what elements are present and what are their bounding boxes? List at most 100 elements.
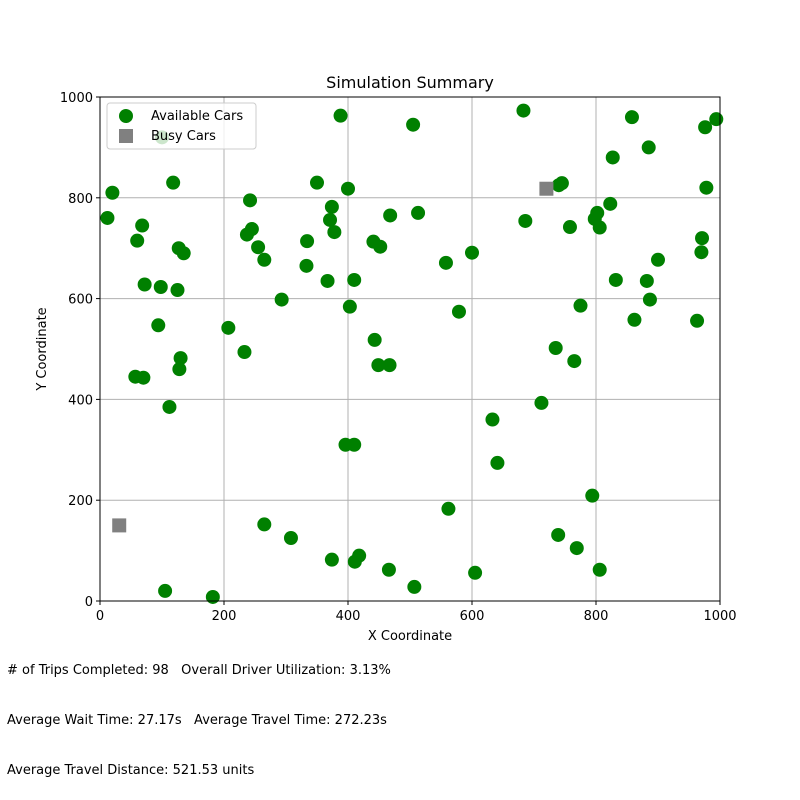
legend-label-busy-cars: Busy Cars bbox=[151, 129, 216, 144]
data-point-available-cars bbox=[162, 399, 177, 414]
data-point-busy-cars bbox=[539, 181, 554, 196]
data-point-available-cars bbox=[130, 233, 145, 248]
data-point-available-cars bbox=[562, 220, 577, 235]
data-point-busy-cars bbox=[112, 518, 127, 533]
data-point-available-cars bbox=[567, 354, 582, 369]
x-axis-label: X Coordinate bbox=[368, 629, 452, 644]
data-point-available-cars bbox=[221, 320, 236, 335]
data-point-available-cars bbox=[327, 225, 342, 240]
x-tick-label: 200 bbox=[212, 609, 237, 624]
data-point-available-cars bbox=[257, 252, 272, 267]
data-point-available-cars bbox=[603, 196, 618, 211]
data-point-available-cars bbox=[347, 554, 362, 569]
data-point-available-cars bbox=[170, 283, 185, 298]
legend-marker-available-cars bbox=[119, 109, 133, 123]
x-tick-label: 600 bbox=[460, 609, 485, 624]
data-point-available-cars bbox=[551, 178, 566, 193]
y-tick-label: 0 bbox=[85, 595, 93, 610]
legend-box bbox=[106, 102, 257, 150]
data-point-available-cars bbox=[590, 205, 605, 220]
data-point-available-cars bbox=[205, 589, 220, 604]
data-point-available-cars bbox=[639, 273, 654, 288]
data-point-available-cars bbox=[347, 437, 362, 452]
data-point-available-cars bbox=[166, 175, 181, 190]
data-point-available-cars bbox=[407, 579, 422, 594]
data-point-available-cars bbox=[324, 199, 339, 214]
data-point-available-cars bbox=[251, 240, 266, 255]
x-tick-label: 0 bbox=[96, 609, 104, 624]
y-tick-label: 800 bbox=[68, 192, 93, 207]
y-tick-label: 1000 bbox=[60, 91, 93, 106]
data-point-available-cars bbox=[694, 245, 709, 260]
data-point-available-cars bbox=[342, 299, 357, 314]
data-point-available-cars bbox=[411, 205, 426, 220]
data-point-available-cars bbox=[468, 565, 483, 580]
data-point-available-cars bbox=[441, 501, 456, 516]
data-point-available-cars bbox=[709, 112, 724, 127]
data-point-available-cars bbox=[438, 255, 453, 270]
y-tick-label: 400 bbox=[68, 393, 93, 408]
data-point-available-cars bbox=[172, 362, 187, 377]
data-point-available-cars bbox=[274, 292, 289, 307]
data-point-available-cars bbox=[592, 562, 607, 577]
data-point-available-cars bbox=[382, 358, 397, 373]
data-point-available-cars bbox=[516, 103, 531, 118]
y-tick-label: 600 bbox=[68, 293, 93, 308]
data-point-available-cars bbox=[699, 180, 714, 195]
legend-label-available-cars: Available Cars bbox=[151, 109, 243, 124]
data-point-available-cars bbox=[105, 185, 120, 200]
data-point-available-cars bbox=[243, 193, 258, 208]
data-point-available-cars bbox=[641, 140, 656, 155]
data-point-available-cars bbox=[299, 258, 314, 273]
data-point-available-cars bbox=[690, 313, 705, 328]
data-point-available-cars bbox=[283, 531, 298, 545]
stats-travel-distance: Average Travel Distance: 521.53 units bbox=[7, 763, 255, 778]
data-point-available-cars bbox=[592, 220, 607, 235]
data-point-available-cars bbox=[347, 272, 362, 287]
data-point-available-cars bbox=[642, 292, 657, 307]
data-point-available-cars bbox=[257, 517, 272, 532]
data-point-available-cars bbox=[608, 272, 623, 287]
data-point-available-cars bbox=[383, 208, 398, 223]
data-point-available-cars bbox=[320, 273, 335, 288]
data-point-available-cars bbox=[548, 340, 563, 355]
data-point-available-cars bbox=[136, 370, 151, 385]
data-point-available-cars bbox=[381, 562, 396, 577]
data-point-available-cars bbox=[551, 527, 566, 542]
data-point-available-cars bbox=[695, 231, 710, 246]
data-point-available-cars bbox=[373, 239, 388, 254]
stats-trips-utilization: # of Trips Completed: 98 Overall Driver … bbox=[7, 663, 391, 678]
data-point-available-cars bbox=[573, 298, 588, 313]
data-point-available-cars bbox=[173, 351, 188, 366]
plot-frame bbox=[99, 96, 721, 602]
data-point-available-cars bbox=[323, 212, 338, 227]
data-point-available-cars bbox=[485, 412, 500, 427]
data-point-available-cars bbox=[137, 277, 152, 292]
x-tick-label: 400 bbox=[336, 609, 361, 624]
data-point-available-cars bbox=[341, 181, 355, 196]
y-tick-label: 200 bbox=[68, 494, 93, 509]
x-tick-label: 800 bbox=[584, 609, 609, 624]
data-point-available-cars bbox=[698, 120, 713, 135]
data-point-available-cars bbox=[151, 318, 166, 333]
chart-title: Simulation Summary bbox=[326, 73, 494, 92]
x-tick-label: 1000 bbox=[703, 609, 736, 624]
data-point-available-cars bbox=[310, 175, 324, 190]
data-point-available-cars bbox=[518, 213, 533, 228]
data-point-available-cars bbox=[324, 552, 339, 567]
data-point-available-cars bbox=[239, 227, 254, 242]
legend-marker-busy-cars bbox=[119, 129, 133, 143]
data-point-available-cars bbox=[465, 245, 479, 260]
data-point-available-cars bbox=[605, 150, 620, 165]
data-point-available-cars bbox=[237, 345, 252, 360]
data-point-available-cars bbox=[569, 541, 584, 556]
data-point-available-cars bbox=[100, 210, 115, 225]
axis-ticks: 0 200 400 600 800 1000 0 200 400 600 800 1000 bbox=[60, 91, 737, 624]
data-point-available-cars bbox=[176, 246, 191, 261]
data-point-available-cars bbox=[158, 583, 173, 598]
data-point-available-cars bbox=[651, 252, 665, 267]
data-point-available-cars bbox=[490, 455, 505, 470]
data-point-available-cars bbox=[624, 110, 639, 125]
data-point-available-cars bbox=[534, 395, 549, 410]
